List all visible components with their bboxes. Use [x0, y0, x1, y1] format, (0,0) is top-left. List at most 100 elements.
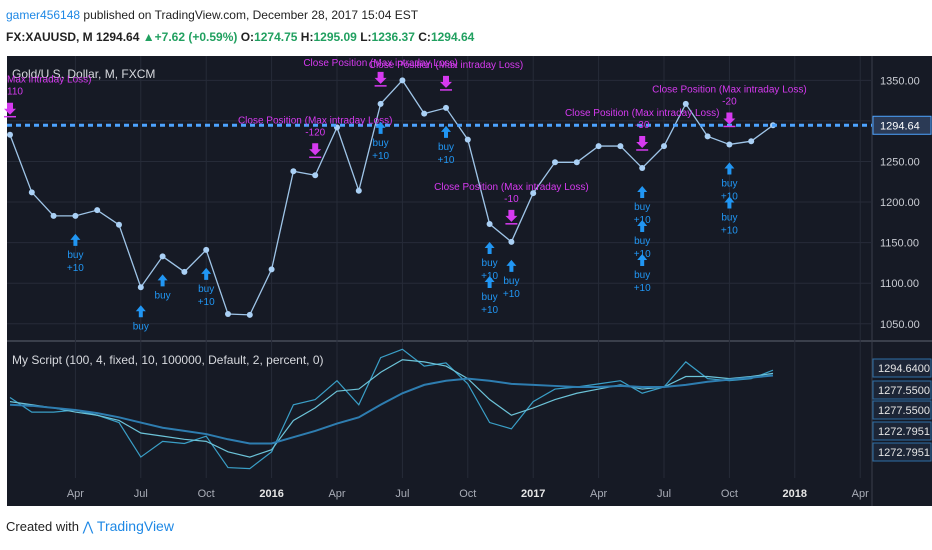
buy-signal-label: buy [721, 212, 737, 223]
price-point [246, 311, 253, 318]
buy-signal-label: buy [155, 290, 171, 301]
chart-canvas[interactable]: Apr Jul Oct 2016 Apr Jul Oct 2017 Apr Jul Oct 2018 A… [0, 0, 932, 510]
buy-signal-label: +10 [198, 297, 215, 308]
close-signal-label: Max intraday Loss) [7, 75, 91, 86]
price-point [617, 143, 624, 150]
osc-value-tag [872, 421, 932, 441]
y-tick-label: 1200.00 [880, 197, 920, 209]
symbol-line: FX:XAUUSD, M 1294.64 ▲+7.62 (+0.59%) O:1… [6, 30, 474, 44]
close-arrow-icon [309, 143, 322, 156]
x-tick-label: 2018 [783, 488, 807, 500]
price-point [573, 159, 580, 166]
price-point [181, 268, 188, 275]
tradingview-logo-icon[interactable]: ⋀ [82, 519, 94, 534]
buy-arrow-icon [724, 196, 735, 209]
close-signal-label: Close Position (Max intraday Loss) [434, 182, 589, 193]
close-label: C: [418, 30, 431, 44]
buy-arrow-icon [135, 305, 146, 318]
osc-tick-label: 1272.7951 [878, 426, 930, 438]
buy-signal-label: +10 [67, 263, 84, 274]
x-tick-label: Oct [198, 488, 215, 500]
x-tick-label: Apr [590, 488, 607, 500]
main-chart-title: Gold/U.S. Dollar, M, FXCM [12, 67, 155, 81]
close-arrow-icon [440, 75, 452, 88]
price-point [508, 238, 515, 245]
price-point [421, 110, 428, 117]
close-value: 1294.64 [430, 30, 475, 44]
price-point [290, 168, 297, 175]
price-point [377, 100, 384, 107]
x-tick-label: Apr [852, 488, 869, 500]
price-point [137, 284, 144, 291]
close-signal-label: Close Position (Max intraday Loss) [369, 60, 524, 71]
main-pane [7, 56, 872, 340]
price-point [159, 253, 166, 260]
buy-signal-label: +10 [721, 225, 738, 236]
buy-arrow-icon [637, 185, 648, 198]
open-label: O: [240, 30, 255, 44]
open-value: 1274.75 [254, 30, 298, 44]
price-point [203, 246, 210, 253]
osc-tick-label: 1294.6400 [878, 363, 930, 375]
buy-signal-label: +10 [438, 155, 455, 166]
close-arrow-icon [4, 102, 16, 115]
buy-signal-label: +10 [481, 305, 498, 316]
buy-signal-label: +10 [503, 289, 520, 300]
tradingview-brand-link[interactable]: TradingView [96, 518, 174, 534]
symbol: FX:XAUUSD, M [6, 30, 93, 44]
x-tick-label: Oct [459, 488, 476, 500]
x-tick-label: 2016 [259, 488, 283, 500]
price-point [661, 143, 667, 150]
price-point [399, 77, 406, 84]
buy-signal-label: buy [198, 284, 214, 295]
close-signal-label: Close Position (Max intraday Loss) [652, 84, 807, 95]
close-signal-label: Close Position (Max intraday Loss) [565, 108, 720, 119]
price-point [682, 100, 689, 107]
buy-signal-label: buy [67, 250, 83, 261]
buy-arrow-icon [70, 233, 81, 246]
price-point [748, 138, 755, 145]
price-point [116, 221, 122, 228]
author-link[interactable]: gamer456148 [6, 8, 81, 22]
buy-signal-label: +10 [372, 151, 389, 162]
close-arrow-icon [505, 209, 518, 222]
osc-value-tag [872, 442, 932, 462]
price-point [28, 189, 35, 196]
publish-line: gamer456148 published on TradingView.com… [6, 8, 418, 22]
buy-signal-label: buy [373, 138, 389, 149]
buy-arrow-icon [637, 253, 648, 266]
osc-value-tag [872, 358, 932, 378]
close-arrow-icon [723, 112, 736, 125]
oscillator-title: My Script (100, 4, fixed, 10, 100000, De… [12, 353, 324, 367]
osc-tick-label: 1277.5500 [878, 405, 930, 417]
oscillator-series-line [9, 374, 774, 445]
buy-signal-label: buy [482, 258, 498, 269]
buy-signal-label: buy [634, 270, 650, 281]
buy-arrow-icon [441, 125, 451, 138]
buy-signal-label: buy [634, 202, 650, 213]
price-point [312, 172, 319, 179]
buy-arrow-icon [375, 121, 386, 134]
close-signal-value: -120 [305, 127, 325, 138]
y-tick-label: 1350.00 [880, 75, 920, 87]
x-tick-label: Jul [134, 488, 148, 500]
price-point [530, 190, 537, 197]
x-tick-label: Jul [395, 488, 409, 500]
high-label: H: [300, 30, 314, 44]
x-tick-label: Apr [67, 488, 84, 500]
osc-value-tag [872, 380, 932, 400]
time-axis [7, 478, 872, 506]
last-price-tag [872, 115, 932, 135]
buy-signal-label: buy [721, 178, 737, 189]
low-value: 1236.37 [371, 30, 415, 44]
buy-arrow-icon [637, 219, 648, 232]
x-tick-label: 2017 [521, 488, 545, 500]
price-point [355, 187, 362, 194]
created-with-text: Created with [6, 519, 79, 534]
y-tick-label: 1100.00 [880, 278, 919, 290]
x-tick-label: Oct [721, 488, 738, 500]
footer: Created with ⋀ TradingView [6, 518, 174, 535]
buy-signal-label: +10 [634, 283, 651, 294]
close-signal-label: Close Position (Max intraday Loss) [303, 58, 458, 69]
x-tick-label: Apr [328, 488, 345, 500]
